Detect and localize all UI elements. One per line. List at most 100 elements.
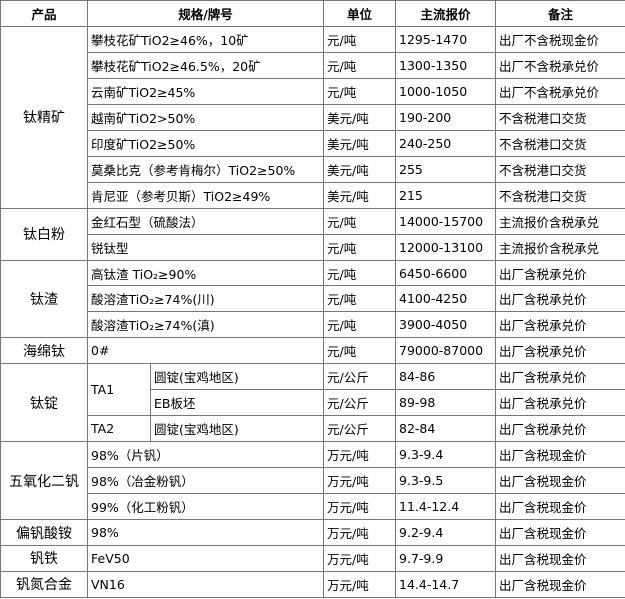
note-cell: 出厂含税现金价 (495, 545, 625, 572)
price-cell: 1295-1470 (395, 25, 497, 53)
grade-cell: TA1 (87, 363, 151, 417)
unit-cell: 元/吨 (323, 311, 397, 339)
note-cell: 出厂不含税承兑价 (495, 51, 625, 79)
product-cell: 钛锭 (0, 363, 88, 443)
product-cell: 海绵钛 (0, 337, 88, 365)
product-cell: 五氧化二钒 (0, 441, 88, 521)
table-row: 莫桑比克（参考肯梅尔）TiO2≥50% 美元/吨 255 不含税港口交货 (1, 155, 625, 183)
table-row: 越南矿TiO2>50% 美元/吨 190-200 不含税港口交货 (1, 103, 625, 131)
price-cell: 9.3-9.4 (395, 441, 497, 469)
price-cell: 82-84 (395, 415, 497, 443)
table-row: EB板坯 元/公斤 89-98 出厂含税承兑价 (1, 389, 625, 417)
note-cell: 出厂含税现金价 (495, 493, 625, 521)
table-row: 海绵钛 0# 元/吨 79000-87000 出厂含税承兑价 (0, 337, 625, 365)
note-cell: 不含税港口交货 (495, 103, 625, 131)
price-cell: 9.2-9.4 (395, 519, 497, 547)
price-cell: 89-98 (395, 389, 497, 417)
note-cell: 出厂不含税承兑价 (495, 77, 625, 105)
price-cell: 79000-87000 (395, 337, 497, 365)
price-cell: 14000-15700 (395, 207, 497, 235)
note-cell: 主流报价含税承兑 (495, 233, 625, 261)
price-cell: 9.7-9.9 (395, 545, 497, 572)
grade-cell: TA2 (87, 415, 151, 443)
table-row: 产品 规格/牌号 单位 主流报价 备注 (0, 0, 625, 27)
price-cell: 190-200 (395, 103, 497, 131)
table-row: 钛渣 高钛渣 TiO₂≥90% 元/吨 6450-6600 出厂含税承兑价 (0, 259, 625, 339)
note-cell: 出厂含税承兑价 (495, 389, 625, 417)
unit-cell: 万元/吨 (323, 545, 397, 572)
unit-cell: 万元/吨 (323, 467, 397, 495)
spec-cell: 98%（片钒） (86, 441, 325, 469)
spec-cell: EB板坯 (149, 389, 325, 417)
unit-cell: 元/公斤 (323, 415, 397, 443)
header-cell: 规格/牌号 (86, 0, 325, 27)
note-cell: 出厂含税承兑价 (495, 415, 625, 443)
price-cell: 3900-4050 (395, 311, 497, 339)
unit-cell: 万元/吨 (323, 441, 397, 469)
unit-cell: 美元/吨 (323, 103, 397, 131)
price-cell: 84-86 (395, 363, 497, 391)
spec-cell: 酸溶渣TiO₂≥74%(川) (86, 285, 325, 313)
spec-cell: 金红石型（硫酸法） (86, 207, 325, 235)
spec-cell: 圆锭(宝鸡地区) (149, 363, 325, 391)
price-cell: 6450-6600 (395, 259, 497, 287)
unit-cell: 元/吨 (323, 207, 397, 235)
table-row: 钛精矿 攀枝花矿TiO2≥46%，10矿 元/吨 1295-1470 出厂不含税现金价 (0, 25, 625, 209)
table-row: 钛白粉 金红石型（硫酸法） 元/吨 14000-15700 主流报价含税承兑 (0, 207, 625, 261)
note-cell: 出厂含税承兑价 (495, 285, 625, 313)
spec-cell: 99%（化工粉钒） (86, 493, 325, 521)
unit-cell: 美元/吨 (323, 155, 397, 183)
table-row: 肯尼亚（参考贝斯）TiO2≥49% 美元/吨 215 不含税港口交货 (1, 181, 625, 209)
unit-cell: 万元/吨 (323, 519, 397, 547)
note-cell: 不含税港口交货 (495, 129, 625, 157)
table-row: TA2 圆锭(宝鸡地区) 元/公斤 82-84 出厂含税承兑价 (1, 415, 625, 443)
spec-cell: 攀枝花矿TiO2≥46.5%，20矿 (86, 51, 325, 79)
price-cell: 12000-13100 (395, 233, 497, 261)
unit-cell: 元/吨 (323, 233, 397, 261)
header-cell: 主流报价 (395, 0, 497, 27)
note-cell: 不含税港口交货 (495, 181, 625, 209)
table-row: 98%（冶金粉钒） 万元/吨 9.3-9.5 出厂含税现金价 (1, 467, 625, 495)
unit-cell: 元/公斤 (323, 363, 397, 391)
unit-cell: 美元/吨 (323, 181, 397, 209)
unit-cell: 元/吨 (323, 337, 397, 365)
spec-cell: FeV50 (86, 545, 325, 572)
product-cell: 钒氮合金 (0, 570, 88, 599)
note-cell: 出厂含税现金价 (495, 519, 625, 547)
spec-cell: 0# (86, 337, 325, 365)
note-cell: 出厂含税现金价 (495, 441, 625, 469)
table-row: 酸溶渣TiO₂≥74%(滇) 元/吨 3900-4050 出厂含税承兑价 (1, 311, 625, 339)
table-row: 偏钒酸铵 98% 万元/吨 9.2-9.4 出厂含税现金价 (0, 519, 625, 547)
price-cell: 4100-4250 (395, 285, 497, 313)
price-cell: 215 (395, 181, 497, 209)
unit-cell: 元/吨 (323, 285, 397, 313)
table-row: 钒氮合金 VN16 万元/吨 14.4-14.7 出厂含税现金价 (0, 570, 625, 599)
unit-cell: 元/公斤 (323, 389, 397, 417)
spec-cell: 印度矿TiO2≥50% (86, 129, 325, 157)
price-cell: 14.4-14.7 (395, 570, 497, 599)
spec-cell: 肯尼亚（参考贝斯）TiO2≥49% (86, 181, 325, 209)
table-row: 五氧化二钒 98%（片钒） 万元/吨 9.3-9.4 出厂含税现金价 (0, 441, 625, 521)
table-row: 印度矿TiO2≥50% 美元/吨 240-250 不含税港口交货 (1, 129, 625, 157)
note-cell: 出厂含税现金价 (495, 570, 625, 599)
price-cell: 255 (395, 155, 497, 183)
product-cell: 钛渣 (0, 259, 88, 339)
product-cell: 钛精矿 (0, 25, 88, 209)
note-cell: 出厂含税承兑价 (495, 363, 625, 391)
spec-cell: 98%（冶金粉钒） (86, 467, 325, 495)
note-cell: 出厂含税承兑价 (495, 311, 625, 339)
price-cell: 11.4-12.4 (395, 493, 497, 521)
spec-cell: 圆锭(宝鸡地区) (149, 415, 325, 443)
note-cell: 主流报价含税承兑 (495, 207, 625, 235)
spec-cell: 莫桑比克（参考肯梅尔）TiO2≥50% (86, 155, 325, 183)
spec-cell: VN16 (86, 570, 325, 599)
table-row: 酸溶渣TiO₂≥74%(川) 元/吨 4100-4250 出厂含税承兑价 (1, 285, 625, 313)
unit-cell: 元/吨 (323, 25, 397, 53)
product-cell: 偏钒酸铵 (0, 519, 88, 547)
note-cell: 出厂含税现金价 (495, 467, 625, 495)
price-cell: 9.3-9.5 (395, 467, 497, 495)
header-cell: 单位 (323, 0, 397, 27)
table-row: 锐钛型 元/吨 12000-13100 主流报价含税承兑 (1, 233, 625, 261)
spec-cell: 攀枝花矿TiO2≥46%，10矿 (86, 25, 325, 53)
